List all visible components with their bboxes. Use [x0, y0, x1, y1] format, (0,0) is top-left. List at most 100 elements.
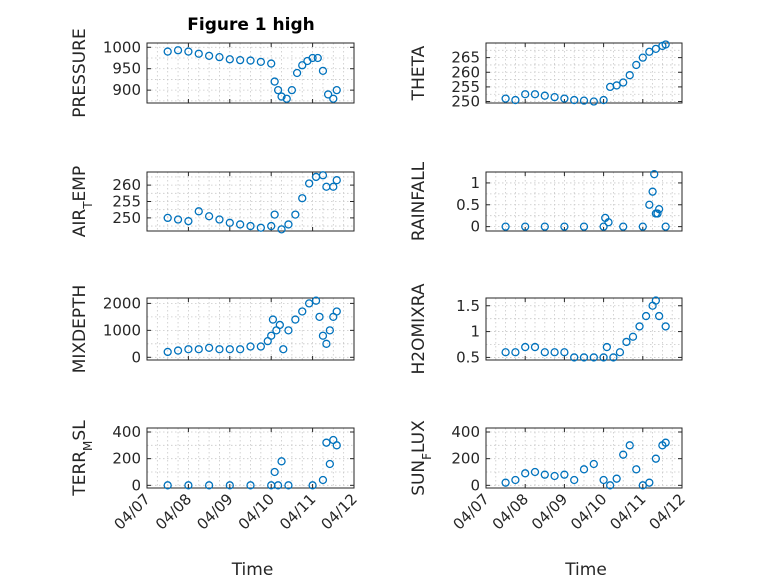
x-tick-label: 04/10 — [235, 490, 278, 533]
y-tick-label: 1000 — [103, 38, 141, 56]
data-point — [625, 441, 634, 450]
data-point — [215, 345, 224, 354]
data-point — [589, 459, 598, 469]
data-point — [521, 90, 530, 99]
data-point — [311, 296, 321, 305]
data-point — [641, 311, 651, 321]
data-point — [194, 49, 203, 58]
data-point — [184, 47, 193, 56]
data-point — [550, 92, 559, 102]
data-point — [256, 57, 266, 67]
x-tick-label: 04/11 — [276, 490, 319, 533]
data-point — [318, 66, 328, 76]
axes-box — [485, 42, 683, 104]
y-tick-label: 0 — [131, 348, 141, 366]
y-axis-label: TERRMSL — [70, 420, 95, 497]
data-point — [622, 337, 631, 347]
data-point — [332, 441, 341, 450]
y-axis-label: THETA — [409, 45, 429, 101]
data-point — [287, 85, 297, 95]
data-point — [661, 322, 670, 331]
x-tick-label: 04/08 — [489, 490, 532, 533]
data-point — [650, 170, 659, 179]
data-point — [632, 465, 641, 474]
data-point — [638, 53, 647, 62]
x-tick-label: 04/09 — [528, 490, 571, 533]
data-point — [648, 187, 657, 196]
data-point — [511, 348, 520, 357]
data-point — [599, 95, 608, 105]
data-point — [215, 52, 224, 62]
axes-box — [146, 42, 355, 104]
data-point — [204, 212, 214, 221]
data-point — [318, 331, 328, 340]
axes-box — [485, 297, 683, 361]
y-tick-label: 900 — [112, 81, 141, 99]
data-point — [291, 210, 300, 219]
data-point — [322, 339, 331, 348]
data-point — [173, 346, 183, 355]
data-point — [550, 348, 559, 357]
data-point — [194, 207, 203, 216]
y-tick-label: 0.5 — [456, 348, 480, 366]
data-point — [579, 353, 589, 362]
x-axis-label: Time — [231, 560, 274, 580]
data-point — [256, 223, 266, 232]
subplot-mixdepth: 0 1000 2000 MIXDEPTH — [70, 285, 355, 374]
data-point — [651, 296, 661, 305]
data-point — [329, 94, 338, 103]
subplot-h2omixra: 0.5 1 1.5 H2OMIXRA — [409, 283, 683, 375]
data-point — [184, 345, 193, 354]
data-point — [163, 347, 172, 357]
data-point — [284, 326, 293, 335]
subplot-terr: 0 200 400 TERRMSL 04/0704/0804/0904/1004/110… — [70, 420, 361, 580]
data-point — [277, 457, 286, 466]
data-point — [619, 222, 628, 231]
data-point — [173, 46, 183, 55]
data-point — [645, 478, 654, 487]
data-point — [325, 459, 335, 469]
data-point — [215, 215, 224, 224]
data-point — [604, 218, 613, 227]
data-point — [570, 353, 579, 362]
data-point — [313, 53, 322, 63]
data-point — [318, 171, 328, 180]
data-point — [270, 77, 279, 86]
data-point — [635, 322, 644, 331]
subplot-pressure: 900 950 1000 PRESSURE — [70, 28, 355, 118]
data-point — [653, 209, 662, 218]
data-point — [256, 342, 266, 351]
y-tick-label: 1000 — [103, 321, 141, 339]
axes-box — [485, 427, 683, 489]
y-tick-label: 400 — [112, 423, 141, 441]
data-point — [612, 81, 621, 90]
data-point — [605, 481, 615, 490]
data-point — [277, 225, 286, 234]
subplot-rainfall: 0 0.5 1 RAINFALL — [409, 161, 683, 241]
y-axis-label: MIXDEPTH — [70, 285, 90, 374]
data-point — [267, 221, 276, 231]
data-point — [246, 56, 255, 65]
data-point — [204, 343, 214, 353]
data-point — [282, 94, 291, 103]
data-point — [184, 481, 193, 490]
data-point — [184, 217, 193, 226]
data-point — [273, 481, 283, 490]
data-point — [225, 345, 234, 354]
x-tick-label: 04/08 — [152, 490, 195, 533]
data-point — [540, 470, 549, 479]
y-tick-label: 1 — [470, 323, 480, 341]
data-point — [560, 94, 569, 103]
y-tick-label: 255 — [112, 193, 141, 211]
x-tick-label: 04/10 — [567, 490, 610, 533]
y-tick-label: 0.5 — [456, 196, 480, 214]
data-point — [654, 204, 664, 214]
y-tick-label: 250 — [451, 93, 480, 111]
x-tick-label: 04/11 — [606, 490, 649, 533]
data-point — [651, 44, 661, 54]
data-point — [279, 345, 288, 354]
data-point — [530, 342, 540, 352]
data-point — [530, 90, 540, 99]
y-tick-label: 0 — [470, 476, 480, 494]
